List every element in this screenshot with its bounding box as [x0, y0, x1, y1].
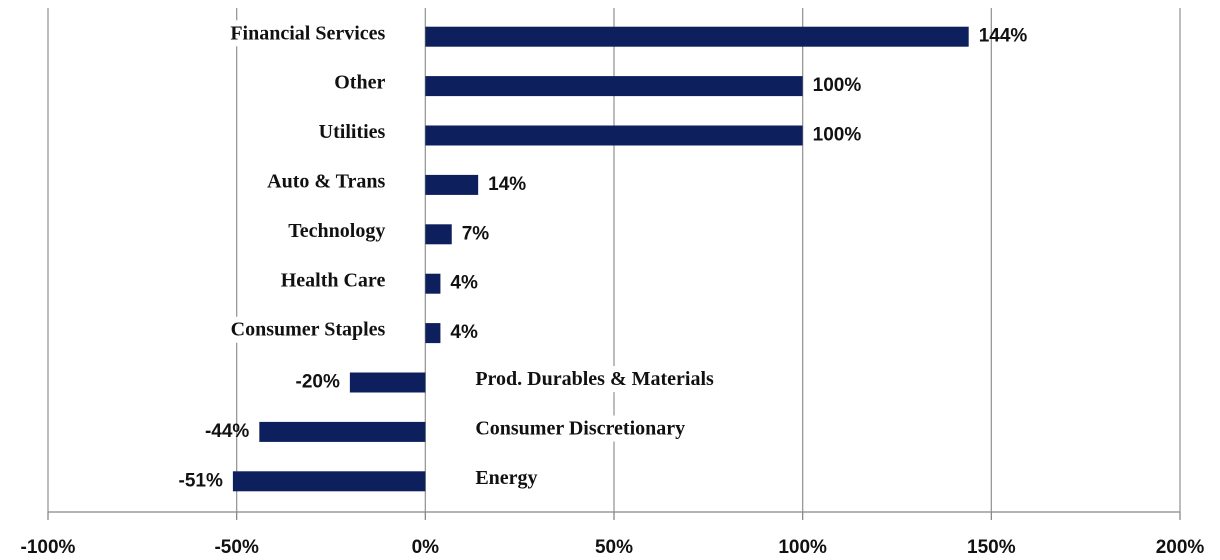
- bar: [425, 174, 479, 195]
- label-background: [226, 20, 390, 47]
- bar: [425, 273, 441, 294]
- value-label: 7%: [462, 223, 490, 244]
- label-background: [226, 316, 390, 343]
- label-background: [471, 464, 542, 491]
- bar: [425, 323, 441, 344]
- x-tick-label: 100%: [778, 537, 827, 558]
- bar: [425, 125, 803, 146]
- value-label: -44%: [205, 421, 249, 442]
- label-background: [263, 168, 390, 195]
- bar: [425, 26, 969, 47]
- x-tick-label: 200%: [1156, 537, 1205, 558]
- bar: [232, 471, 426, 492]
- category-label: Auto & Trans: [267, 170, 385, 192]
- label-background: [284, 217, 390, 244]
- value-label: 4%: [450, 273, 478, 294]
- label-background: [330, 69, 390, 96]
- value-label: 4%: [450, 322, 478, 343]
- bar: [425, 224, 452, 245]
- category-label: Health Care: [281, 269, 386, 291]
- category-label: Technology: [288, 220, 385, 242]
- value-label: 100%: [813, 75, 862, 96]
- label-background: [314, 119, 390, 146]
- bar: [425, 76, 803, 97]
- value-label: 14%: [488, 174, 526, 195]
- x-tick-label: 0%: [412, 537, 440, 558]
- x-tick-label: -50%: [214, 537, 258, 558]
- bar: [349, 372, 426, 393]
- x-tick-label: 50%: [595, 537, 633, 558]
- x-tick-label: -100%: [21, 537, 76, 558]
- category-label: Other: [334, 72, 385, 94]
- category-label: Prod. Durables & Materials: [475, 368, 714, 390]
- category-label: Consumer Discretionary: [475, 417, 685, 439]
- category-label: Utilities: [319, 121, 386, 143]
- value-label: -51%: [179, 470, 223, 491]
- label-background: [276, 267, 390, 294]
- bar: [259, 421, 426, 442]
- category-label: Consumer Staples: [231, 319, 386, 341]
- category-label: Financial Services: [230, 22, 385, 44]
- label-background: [471, 415, 690, 442]
- value-label: -20%: [296, 372, 340, 393]
- value-label: 144%: [979, 26, 1028, 47]
- x-tick-label: 150%: [967, 537, 1016, 558]
- value-label: 100%: [813, 125, 862, 146]
- label-background: [471, 366, 719, 393]
- category-label: Energy: [475, 467, 537, 489]
